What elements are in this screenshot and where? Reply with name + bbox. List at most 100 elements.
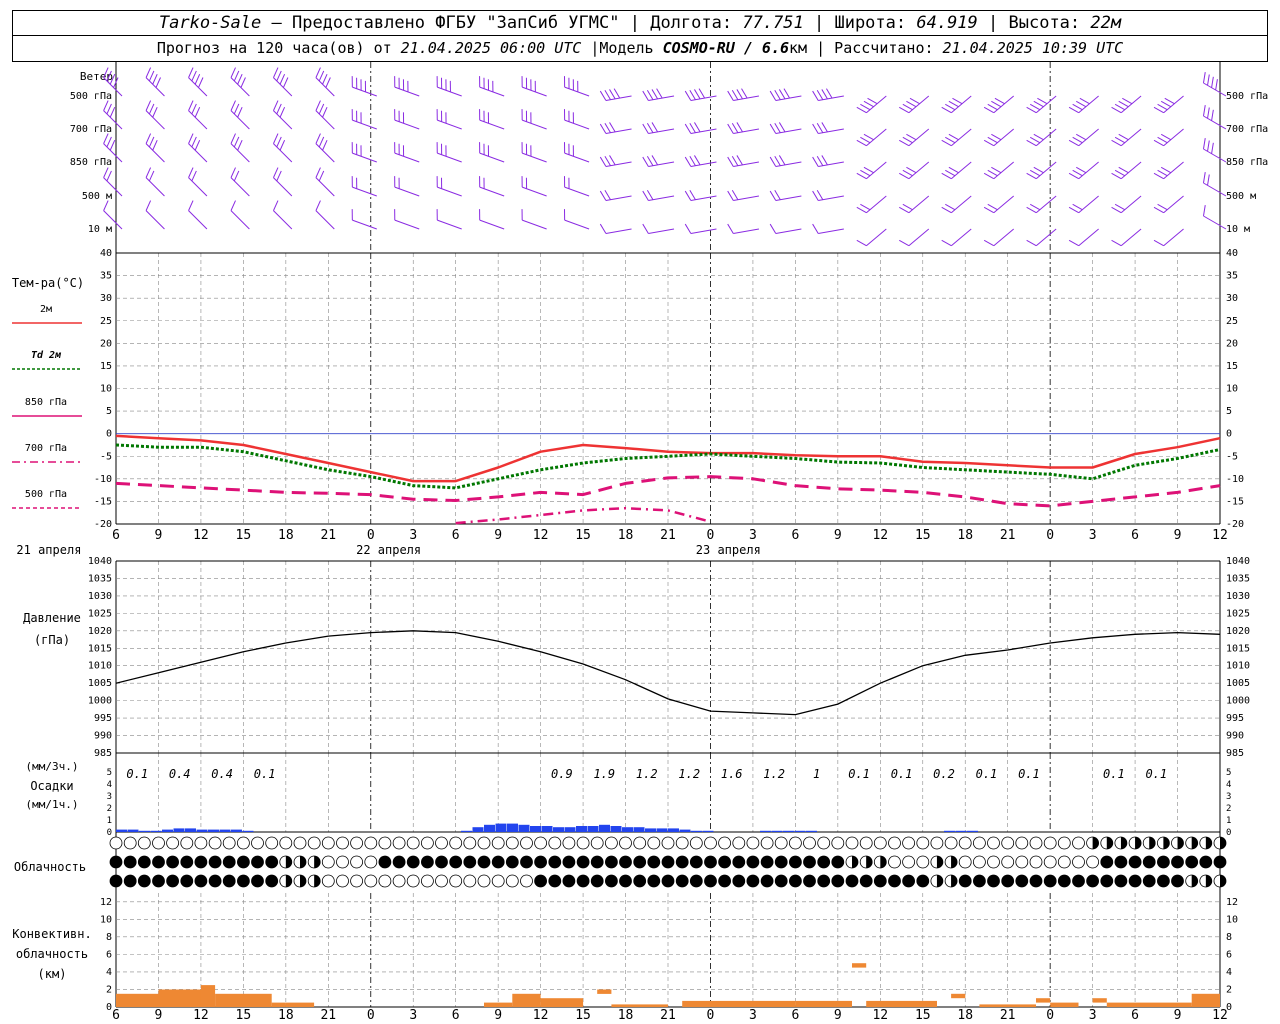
wind-barb — [436, 209, 462, 230]
cloud-symbol — [194, 836, 208, 850]
wind-barb-staff — [1163, 195, 1184, 214]
cloud-symbol — [944, 836, 958, 850]
pres-tick-left: 990 — [94, 731, 112, 742]
wind-barb-staff — [522, 86, 547, 97]
wind-barb-feather — [145, 133, 152, 144]
wind-barb-staff — [950, 195, 972, 214]
cloud-symbol — [746, 836, 760, 850]
wind-barb-feather — [1068, 172, 1079, 180]
wind-barb — [1111, 195, 1142, 214]
cloud-circle — [208, 874, 222, 888]
wind-barb-feather — [279, 139, 286, 151]
wind-barb-staff — [188, 177, 208, 197]
cloud-symbol — [222, 874, 236, 888]
wind-barb-feather — [230, 167, 236, 178]
wind-barb-feather — [856, 206, 867, 214]
temp-tick-left: 25 — [100, 316, 112, 327]
precip-bar — [484, 824, 495, 832]
cloud-circle — [123, 836, 137, 850]
cloud-symbol — [279, 836, 293, 850]
wind-barb-feather — [1202, 138, 1206, 150]
lon-label: Долгота: — [650, 13, 743, 33]
cloud-symbol — [137, 874, 151, 888]
wind-barb — [563, 142, 590, 163]
wind-barb — [899, 228, 930, 247]
wind-barb-feather — [948, 100, 959, 108]
temp-tick-right: 25 — [1226, 316, 1238, 327]
wind-barb-feather — [230, 100, 236, 111]
temp-series-2м — [115, 434, 1221, 483]
cloud-circle — [987, 836, 1000, 850]
forecast-time: 21.04.2025 06:00 UTC — [400, 39, 582, 57]
wind-barb-feather — [152, 139, 158, 151]
cloud-symbol — [661, 836, 675, 850]
cloud-circle — [817, 874, 831, 888]
cloud-symbol — [350, 855, 364, 869]
precip-bar — [967, 830, 978, 832]
cloud-circle — [1015, 855, 1029, 869]
cloud-symbol — [718, 855, 731, 869]
cloud-symbol — [194, 874, 208, 888]
temp-legend-label: Td 2м — [31, 350, 62, 361]
wind-barb — [769, 122, 802, 135]
cloud-symbol — [732, 836, 746, 850]
time-tick-label: 9 — [155, 528, 163, 543]
cloud-symbol — [520, 836, 533, 850]
cloud-circle — [1057, 855, 1071, 869]
cloud-symbol — [1072, 874, 1085, 888]
time-tick-label: 18 — [278, 528, 294, 543]
conv-tick-right: 10 — [1226, 914, 1238, 925]
wind-barb — [521, 109, 547, 130]
cloud-circle — [364, 836, 378, 850]
cloud-symbol — [1114, 855, 1128, 869]
cloud-symbol — [180, 836, 194, 850]
cloud-symbol — [534, 836, 547, 850]
wind-barb — [394, 109, 420, 130]
cloud-symbol — [236, 874, 250, 888]
wind-barb-staff — [230, 143, 250, 163]
cloud-circle — [180, 836, 194, 850]
precip-bar — [633, 827, 645, 832]
wind-barb — [941, 228, 972, 247]
cloud-circle — [152, 855, 165, 869]
cloud-circle — [1114, 855, 1128, 869]
cloud-circle — [789, 874, 802, 888]
time-tick-label: 21 — [660, 528, 676, 543]
cloud-circle — [194, 836, 208, 850]
cloud-circle — [633, 836, 647, 850]
conv-tick-left: 10 — [100, 914, 112, 925]
wind-barb-feather — [1211, 142, 1214, 154]
cloud-symbol — [505, 836, 519, 850]
cloud-symbol — [307, 836, 321, 850]
cloud-half — [1120, 837, 1127, 849]
cloud-symbol — [732, 874, 746, 888]
wind-barb-staff — [1078, 228, 1099, 247]
wind-barb-feather — [902, 203, 913, 211]
temp-tick-right: 15 — [1226, 361, 1238, 372]
cloud-circle — [859, 874, 873, 888]
cloud-symbol — [576, 874, 590, 888]
wind-barb — [479, 76, 505, 97]
wind-level-label: 850 гПа — [70, 157, 112, 168]
cloud-circle — [1043, 836, 1057, 850]
cloud-circle — [449, 874, 463, 888]
temp-tick-right: 0 — [1226, 429, 1232, 440]
temp-tick-right: 30 — [1226, 293, 1238, 304]
wind-barb-staff — [188, 210, 208, 230]
wind-barb-feather — [863, 166, 874, 174]
cloud-circle — [406, 836, 420, 850]
cloud-symbol — [1157, 836, 1170, 850]
time-tick-label: 9 — [834, 528, 842, 543]
cloud-symbol — [265, 874, 279, 888]
temp-axis-title: Тем-ра(°C) — [12, 276, 84, 290]
time-tick-label-bottom: 12 — [533, 1008, 549, 1023]
wind-barb — [599, 122, 632, 135]
wind-barb-feather — [642, 123, 649, 134]
time-tick-label: 21 — [1000, 528, 1016, 543]
cloud-circle — [251, 874, 264, 888]
cloud-symbol — [435, 855, 448, 869]
wind-barb-feather — [109, 139, 116, 151]
wind-barb — [230, 100, 250, 130]
wind-barb-feather — [273, 133, 279, 144]
precip-3h-label: 1.2 — [678, 767, 700, 781]
